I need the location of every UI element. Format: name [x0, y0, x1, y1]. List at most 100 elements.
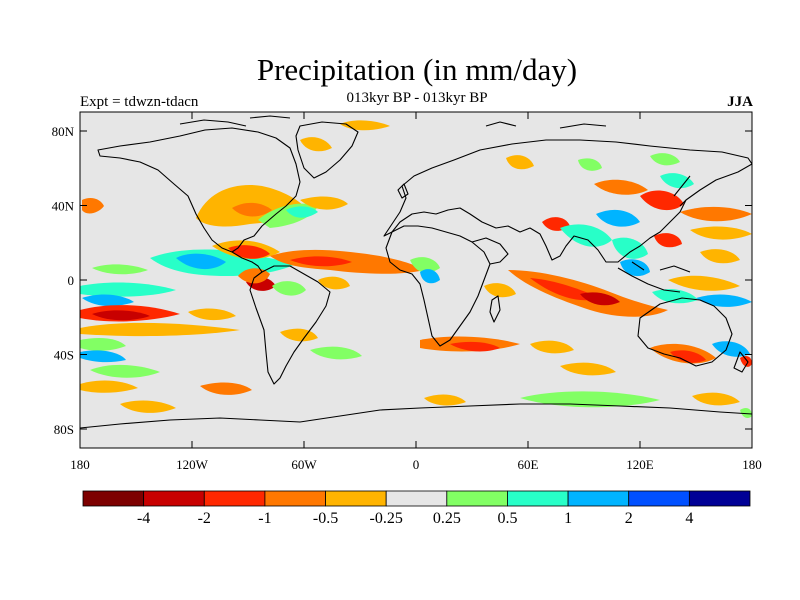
- anomaly-patch: [690, 226, 752, 240]
- anomaly-patch: [82, 294, 134, 307]
- experiment-label: Expt = tdwzn-tdacn: [80, 94, 199, 110]
- coastline-north-america: [97, 127, 301, 253]
- anomaly-patch: [200, 382, 252, 395]
- coastline-africa: [385, 225, 491, 347]
- colorbar-label: -0.5: [313, 510, 338, 527]
- anomaly-patch: [640, 190, 684, 211]
- anomaly-patch: [318, 276, 350, 290]
- anomaly-patch: [80, 322, 240, 337]
- anomaly-patch: [560, 362, 616, 376]
- colorbar-segment: [507, 490, 569, 507]
- anomaly-patch: [506, 155, 534, 170]
- anomaly-patch: [188, 308, 236, 321]
- anomaly-patch: [700, 249, 740, 264]
- anomaly-patch: [596, 209, 640, 227]
- coastline-new-zealand: [733, 351, 749, 373]
- coastline-british-isles: [397, 183, 409, 199]
- anomaly-patch: [668, 275, 740, 291]
- colorbar-label: 2: [625, 510, 633, 527]
- colorbar-label: 1: [564, 510, 572, 527]
- colorbar-segment: [567, 490, 630, 507]
- coastline-indonesia: [617, 261, 691, 293]
- anomaly-patch: [232, 202, 272, 217]
- colorbar-label: 0.5: [497, 510, 517, 527]
- colorbar-label: -0.25: [370, 510, 403, 527]
- anomaly-patch: [692, 392, 740, 406]
- anomaly-patch: [660, 173, 694, 189]
- x-tick-label: 120E: [626, 457, 654, 472]
- colorbar-segment: [628, 490, 690, 507]
- anomaly-patch: [740, 356, 752, 367]
- chart-title: Precipitation (in mm/day): [256, 52, 578, 87]
- anomaly-patch: [290, 256, 352, 267]
- anomaly-patch: [650, 153, 680, 166]
- coastline-japan: [673, 175, 691, 207]
- colorbar-segment: [325, 490, 387, 507]
- anomaly-patch: [90, 364, 160, 378]
- coastline-greenland: [295, 121, 359, 179]
- anomaly-patch: [300, 196, 348, 210]
- map-background: [80, 112, 752, 448]
- coastline-antarctica: [80, 403, 752, 429]
- anomaly-patch: [80, 338, 126, 351]
- anomaly-patch: [176, 253, 226, 270]
- colorbar-segment: [385, 490, 448, 507]
- anomaly-patch: [272, 281, 306, 296]
- y-tick-label: 80S: [54, 422, 74, 437]
- coastlines: [80, 115, 752, 429]
- colorbar-label: -4: [137, 510, 150, 527]
- x-tick-label: 60E: [518, 457, 539, 472]
- y-tick-label: 40N: [52, 199, 75, 214]
- coastline-south-america: [249, 265, 331, 385]
- anomaly-patch: [300, 137, 332, 152]
- x-tick-label: 0: [413, 457, 420, 472]
- anomaly-patch: [740, 408, 752, 418]
- anomaly-patch: [410, 257, 440, 273]
- x-tick-label: 180: [742, 457, 762, 472]
- anomaly-patch: [620, 259, 650, 277]
- x-tick-label: 180: [70, 457, 90, 472]
- y-tick-label: 0: [68, 273, 75, 288]
- x-tick-label: 120W: [176, 457, 209, 472]
- colorbar-segment: [82, 490, 145, 507]
- anomaly-patch: [420, 269, 440, 284]
- colorbar-label: 0.25: [433, 510, 461, 527]
- anomaly-patch: [560, 224, 612, 247]
- coastline-arabia: [471, 237, 509, 265]
- anomaly-patch: [680, 206, 752, 222]
- y-tick-label: 40S: [54, 348, 74, 363]
- anomaly-patch: [580, 292, 620, 306]
- anomaly-patch: [520, 391, 660, 408]
- anomaly-patch: [80, 380, 138, 393]
- colorbar-segment: [203, 490, 266, 507]
- anomaly-patch: [578, 158, 602, 171]
- colorbar-segment: [264, 490, 326, 507]
- x-tick-label: 60W: [291, 457, 317, 472]
- anomaly-patch: [80, 350, 126, 363]
- colorbar-segment: [143, 490, 205, 507]
- colorbar-label: 4: [685, 510, 693, 527]
- colorbar-segment: [446, 490, 508, 507]
- anomaly-patch: [286, 206, 318, 218]
- colorbar-label: -1: [258, 510, 271, 527]
- anomaly-patch: [82, 198, 104, 214]
- anomaly-patch: [92, 310, 150, 321]
- coastline-eurasia: [383, 139, 752, 263]
- anomaly-patch: [450, 341, 500, 352]
- coastline-madagascar: [489, 295, 501, 323]
- anomaly-patch: [594, 179, 648, 195]
- colorbar-segment: [688, 490, 751, 507]
- colorbar-label: -2: [198, 510, 211, 527]
- coastline-australia: [637, 297, 733, 367]
- coastline-arctic-islands: [179, 115, 607, 129]
- axis-ticks: 180 120W 60W 0 60E 120E 180 80N 40N 0 40S 80S: [52, 112, 762, 472]
- precipitation-anomaly-field: [80, 120, 752, 418]
- anomaly-patch: [120, 400, 176, 413]
- anomaly-patch: [530, 340, 574, 354]
- coastline-central-america: [231, 251, 263, 273]
- anomaly-patch: [654, 233, 682, 248]
- anomaly-patch: [424, 394, 466, 406]
- anomaly-patch: [612, 237, 648, 259]
- anomaly-patch: [484, 283, 516, 298]
- anomaly-patch: [652, 289, 698, 304]
